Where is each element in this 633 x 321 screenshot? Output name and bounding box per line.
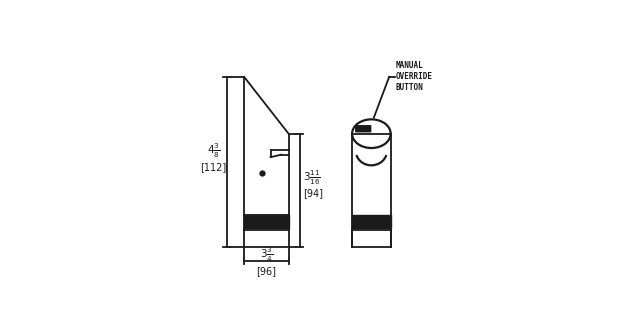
FancyBboxPatch shape bbox=[355, 125, 372, 133]
Text: [94]: [94] bbox=[303, 188, 323, 198]
Text: MANUAL: MANUAL bbox=[396, 61, 423, 70]
Text: $3\frac{11}{16}$: $3\frac{11}{16}$ bbox=[303, 169, 321, 187]
Text: $4\frac{3}{8}$: $4\frac{3}{8}$ bbox=[207, 142, 220, 160]
Text: OVERRIDE: OVERRIDE bbox=[396, 72, 432, 81]
Text: BUTTON: BUTTON bbox=[396, 83, 423, 92]
Text: $3\frac{3}{4}$: $3\frac{3}{4}$ bbox=[260, 246, 273, 264]
Text: [96]: [96] bbox=[256, 266, 277, 276]
Text: [112]: [112] bbox=[201, 162, 227, 172]
